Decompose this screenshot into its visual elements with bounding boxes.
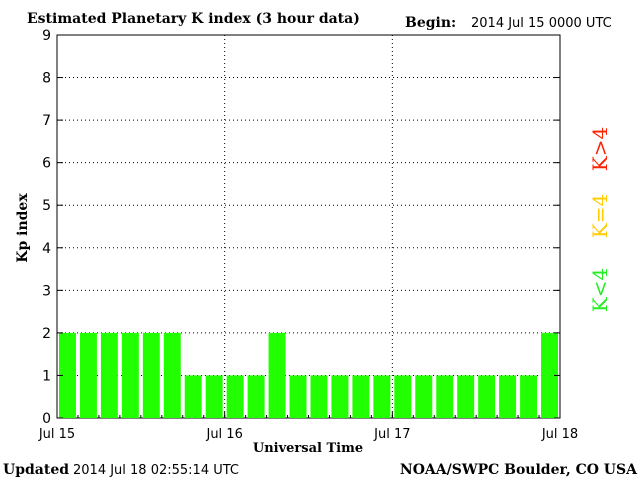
y-tick-label: 2 bbox=[42, 326, 51, 342]
legend-k-above-4: K>4 bbox=[588, 127, 612, 171]
kp-bar bbox=[163, 332, 181, 418]
kp-bar bbox=[100, 332, 118, 418]
y-tick-label: 4 bbox=[42, 241, 51, 257]
legend-k-below-4: K<4 bbox=[588, 268, 612, 312]
x-tick-label: Jul 15 bbox=[38, 427, 75, 442]
y-tick-label: 9 bbox=[42, 28, 51, 44]
legend-k-equal-4: K=4 bbox=[588, 194, 612, 238]
kp-bar bbox=[373, 375, 391, 418]
kp-bar bbox=[541, 332, 558, 418]
kp-bar bbox=[247, 375, 265, 418]
y-tick-labels: 0 1 2 3 4 5 6 7 8 9 bbox=[42, 28, 51, 427]
y-tick-label: 3 bbox=[42, 283, 51, 299]
footer-source: NOAA/SWPC Boulder, CO USA bbox=[400, 462, 638, 478]
kp-bar bbox=[142, 332, 160, 418]
kp-bar bbox=[415, 375, 433, 418]
kp-bar bbox=[226, 375, 244, 418]
kp-bar bbox=[520, 375, 538, 418]
begin-label: Begin: bbox=[405, 15, 456, 31]
x-tick-label: Jul 18 bbox=[541, 427, 578, 442]
kp-bar bbox=[121, 332, 139, 418]
begin-value: 2014 Jul 15 0000 UTC bbox=[471, 16, 612, 31]
kp-bar bbox=[184, 375, 202, 418]
kp-bar bbox=[436, 375, 454, 418]
x-tick-label: Jul 16 bbox=[205, 427, 242, 442]
updated-value: 2014 Jul 18 02:55:14 UTC bbox=[73, 463, 239, 478]
y-tick-label: 5 bbox=[42, 198, 51, 214]
kp-bar bbox=[205, 375, 223, 418]
kp-bar bbox=[79, 332, 97, 418]
chart-title: Estimated Planetary K index (3 hour data… bbox=[27, 11, 360, 27]
kp-bar bbox=[499, 375, 517, 418]
bar-layer bbox=[59, 332, 558, 418]
x-tick-label: Jul 17 bbox=[373, 427, 410, 442]
kp-bar bbox=[478, 375, 496, 418]
kp-bar bbox=[457, 375, 475, 418]
updated-label: Updated bbox=[3, 462, 69, 478]
x-tick-labels: Jul 15 Jul 16 Jul 17 Jul 18 bbox=[38, 427, 578, 442]
y-tick-label: 7 bbox=[42, 113, 51, 129]
y-tick-label: 6 bbox=[42, 156, 51, 172]
y-axis-title: Kp index bbox=[15, 193, 31, 263]
kp-bar bbox=[331, 375, 349, 418]
kp-bar bbox=[289, 375, 307, 418]
kp-bar bbox=[268, 332, 286, 418]
y-tick-label: 8 bbox=[42, 71, 51, 87]
kp-bar bbox=[59, 332, 76, 418]
kp-bar bbox=[352, 375, 370, 418]
x-axis-title: Universal Time bbox=[253, 441, 363, 456]
y-tick-label: 0 bbox=[42, 411, 51, 427]
tick-layer bbox=[56, 34, 561, 419]
y-tick-label: 1 bbox=[42, 368, 51, 384]
kp-bar bbox=[310, 375, 328, 418]
kp-bar bbox=[394, 375, 412, 418]
